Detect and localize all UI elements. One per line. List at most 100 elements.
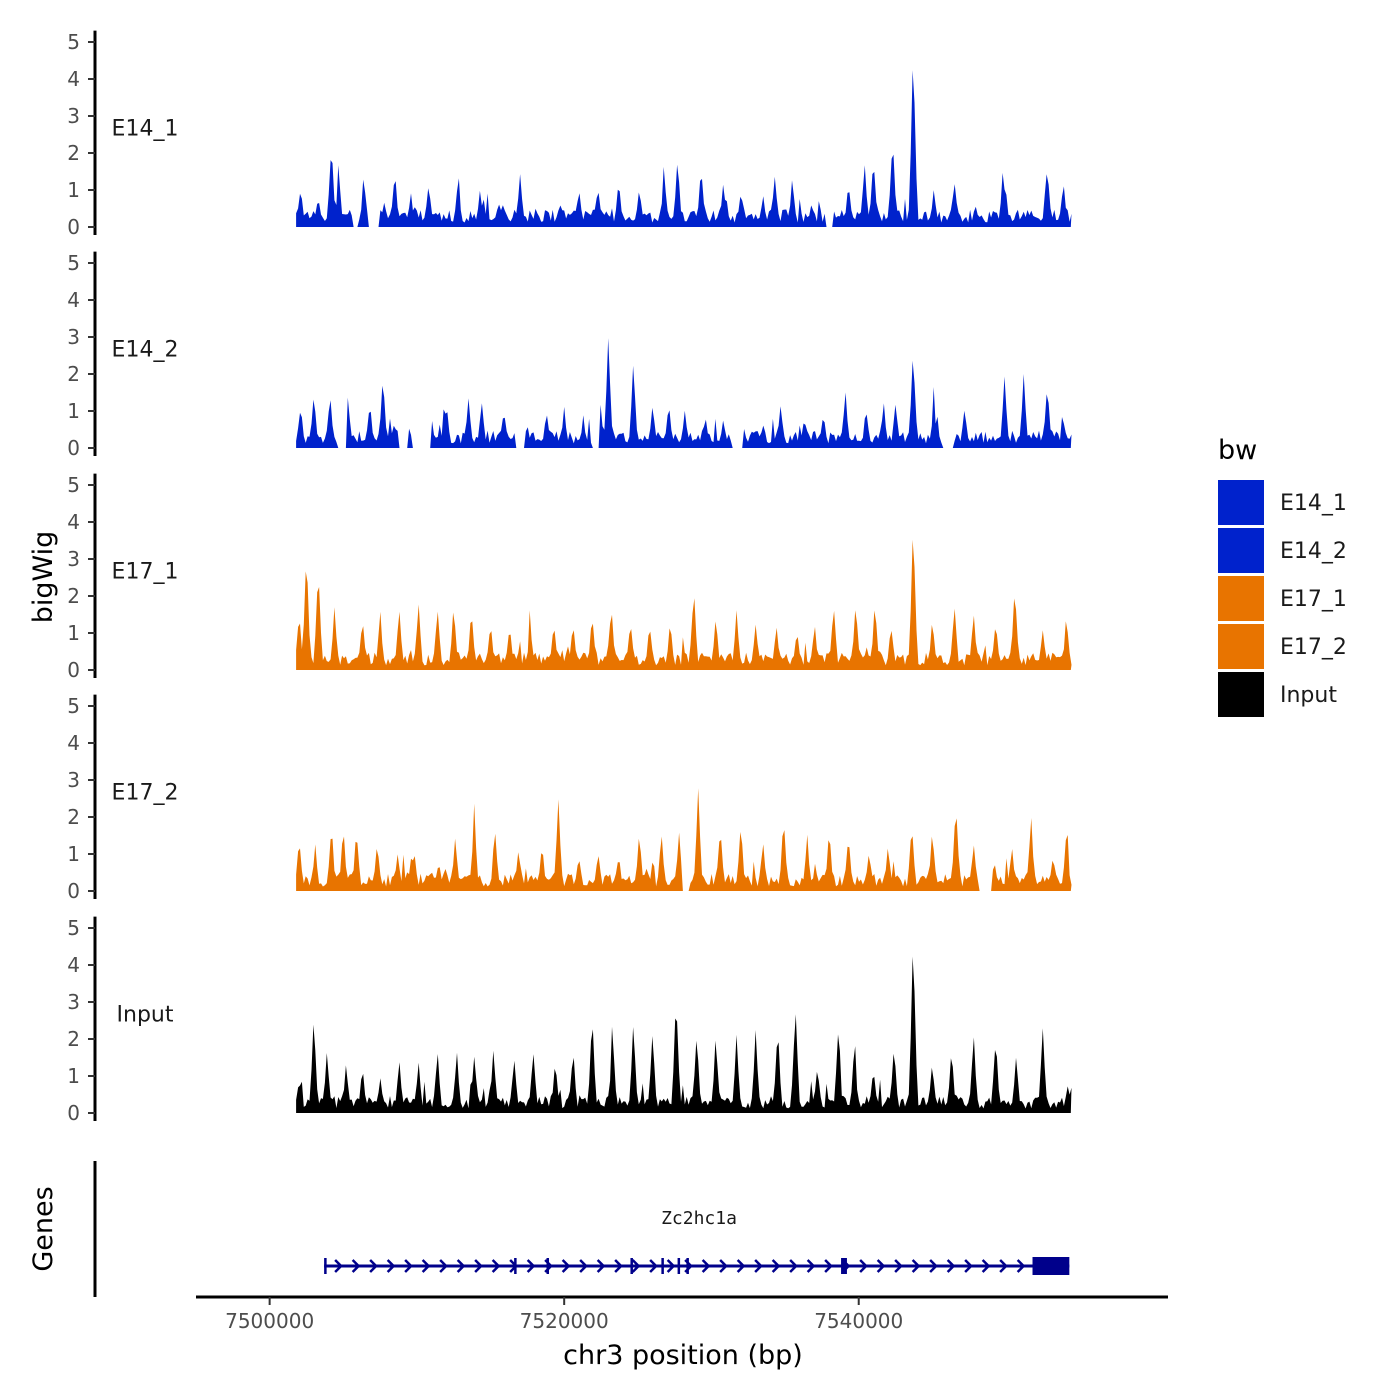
y-tick-label: 0 (67, 436, 80, 460)
strand-arrow (596, 1259, 606, 1273)
x-axis: 7500000 7520000 7540000 (196, 1295, 1168, 1333)
y-tick-label: 3 (67, 325, 80, 349)
y-tick-label: 0 (67, 1101, 80, 1125)
strand-arrow (631, 1259, 641, 1273)
x-tick-label: 7540000 (814, 1309, 903, 1333)
y-tick-label: 2 (67, 141, 80, 165)
y-tick-label: 3 (67, 768, 80, 792)
legend-swatch (1218, 576, 1264, 621)
y-tick-label: 0 (67, 879, 80, 903)
strand-arrow (894, 1259, 903, 1273)
gene-exon (1032, 1257, 1070, 1275)
strand-arrow (719, 1259, 728, 1273)
x-tick-label: 7520000 (520, 1309, 609, 1333)
strand-arrow (911, 1259, 921, 1273)
strand-arrow (474, 1259, 483, 1273)
strand-arrow (561, 1259, 571, 1273)
track-e14-1: 0 1 2 3 4 5 E14_1 (67, 30, 1072, 239)
strand-arrow (456, 1259, 466, 1273)
strand-arrow (579, 1259, 588, 1273)
strand-arrow (334, 1259, 343, 1273)
y-tick-label: 3 (67, 547, 80, 571)
y-tick-label: 5 (67, 251, 80, 275)
gene-exon (661, 1258, 664, 1274)
legend-swatch (1218, 672, 1264, 717)
gene-exon (677, 1258, 681, 1274)
y-tick-label: 0 (67, 658, 80, 682)
legend-label: E14_2 (1280, 539, 1347, 564)
legend-label: E17_1 (1280, 587, 1347, 612)
x-tick-label: 7500000 (225, 1309, 314, 1333)
strand-arrow (789, 1259, 798, 1273)
strand-arrow (929, 1259, 938, 1273)
y-tick-label: 4 (67, 510, 80, 534)
strand-arrow (1016, 1259, 1026, 1273)
strand-arrow (439, 1259, 448, 1273)
legend: bw E14_1 E14_2 E17_1 E17_2 Input (1218, 435, 1347, 717)
y-tick-label: 1 (67, 1064, 80, 1088)
y-tick-label: 2 (67, 805, 80, 829)
y-tick-label: 4 (67, 953, 80, 977)
legend-swatch (1218, 528, 1264, 573)
gene-name-label: Zc2hc1a (661, 1208, 737, 1229)
track-label: E14_1 (112, 117, 179, 142)
strand-arrow (736, 1259, 746, 1273)
strand-arrow (386, 1259, 396, 1273)
track-e14-2: 0 1 2 3 4 5 E14_2 (67, 251, 1072, 460)
legend-label: E14_1 (1280, 491, 1347, 516)
track-label: E17_2 (112, 781, 179, 806)
track-e17-1: 0 1 2 3 4 5 E17_1 (67, 473, 1072, 682)
strand-arrow (824, 1259, 833, 1273)
strand-arrow (526, 1259, 536, 1273)
legend-swatch (1218, 480, 1264, 525)
coverage-area-e14-2 (296, 338, 1072, 448)
strand-arrow (666, 1259, 676, 1273)
strand-arrow (404, 1259, 413, 1273)
gene-exon (630, 1258, 633, 1274)
strand-arrow (964, 1259, 973, 1273)
y-tick-label: 5 (67, 30, 80, 54)
y-tick-label: 1 (67, 178, 80, 202)
gene-exon (514, 1258, 517, 1274)
legend-label: E17_2 (1280, 635, 1347, 660)
strand-arrow (876, 1259, 886, 1273)
strand-arrow (369, 1259, 378, 1273)
strand-arrow (946, 1259, 956, 1273)
strand-arrow (649, 1259, 658, 1273)
track-input: 0 1 2 3 4 5 Input (67, 916, 1072, 1125)
y-tick-label: 1 (67, 399, 80, 423)
track-label: Input (117, 1003, 174, 1028)
strand-arrow (351, 1259, 361, 1273)
track-label: E17_1 (112, 560, 179, 585)
strand-arrow (614, 1259, 623, 1273)
y-tick-label: 0 (67, 215, 80, 239)
strand-arrow (771, 1259, 781, 1273)
y-tick-label: 5 (67, 916, 80, 940)
signal-tracks: 0 1 2 3 4 5 E14_1 0 1 2 3 4 5 E14_2 0 1 2 3 4 5 E17_1 0 1 2 3 4 5 E… (67, 30, 1072, 1125)
strand-arrow (999, 1259, 1008, 1273)
legend-title: bw (1218, 435, 1257, 466)
x-axis-title: chr3 position (bp) (563, 1340, 803, 1371)
strand-arrow (859, 1259, 868, 1273)
strand-arrow (701, 1259, 711, 1273)
gene-track-title: Genes (28, 1186, 59, 1271)
strand-arrow (754, 1259, 763, 1273)
y-tick-label: 5 (67, 694, 80, 718)
y-tick-label: 4 (67, 288, 80, 312)
coverage-area-e17-1 (296, 539, 1072, 670)
y-tick-label: 4 (67, 731, 80, 755)
y-tick-label: 1 (67, 842, 80, 866)
coverage-area-e14-1 (296, 70, 1072, 227)
coverage-area-e17-2 (296, 788, 1072, 891)
y-tick-label: 2 (67, 362, 80, 386)
legend-label: Input (1280, 683, 1337, 708)
gene-track: Zc2hc1a (93, 1161, 1070, 1297)
y-tick-label: 3 (67, 104, 80, 128)
gene-exon (546, 1258, 550, 1274)
gene-exon (324, 1258, 327, 1274)
y-tick-label: 5 (67, 473, 80, 497)
y-tick-label: 2 (67, 584, 80, 608)
track-e17-2: 0 1 2 3 4 5 E17_2 (67, 694, 1072, 903)
strand-arrow (981, 1259, 991, 1273)
